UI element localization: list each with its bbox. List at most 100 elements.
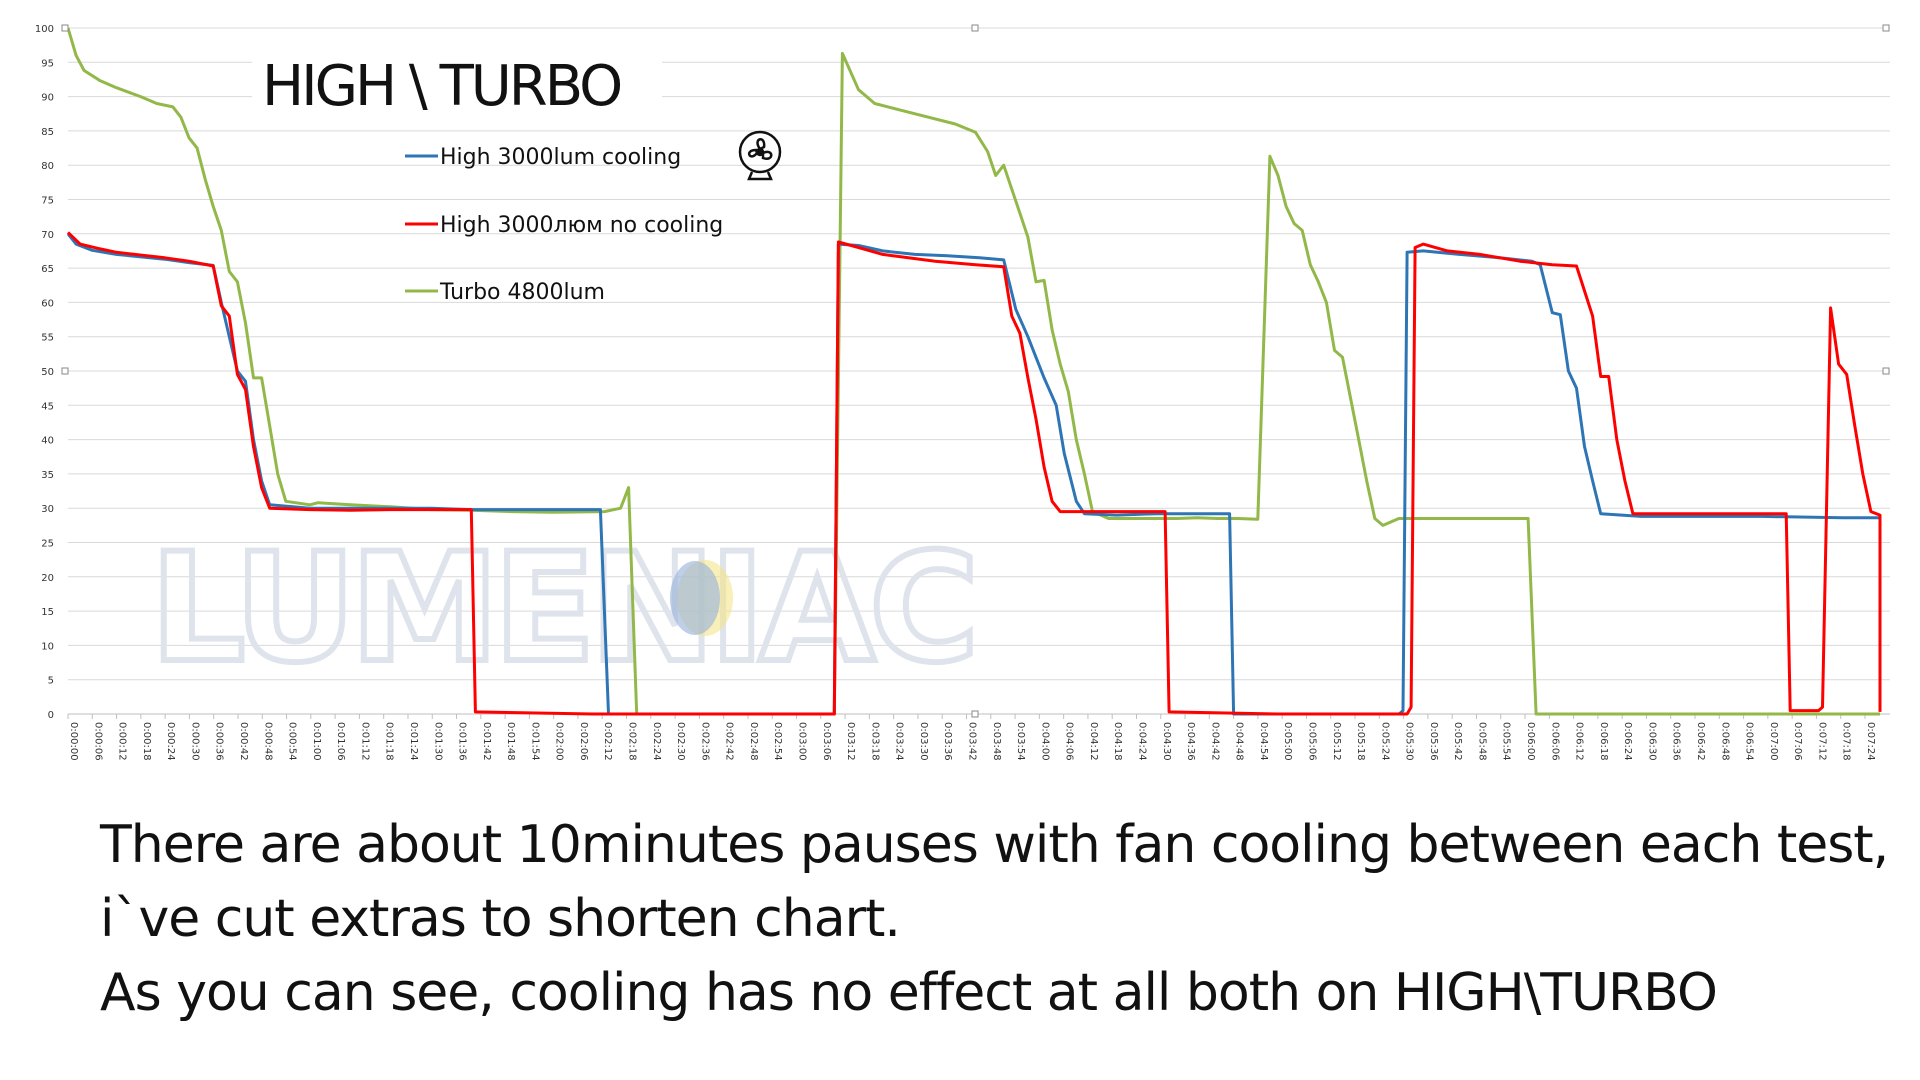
x-tick-label: 0:05:48 xyxy=(1476,722,1487,761)
x-tick-label: 0:02:42 xyxy=(724,722,735,761)
series-line-2 xyxy=(66,27,1880,716)
y-tick-label: 25 xyxy=(41,539,54,550)
fan-icon xyxy=(738,130,782,181)
x-tick-label: 0:07:06 xyxy=(1792,722,1803,761)
selection-handles xyxy=(61,24,1890,718)
x-tick-label: 0:04:18 xyxy=(1112,722,1123,761)
chart-title: HIGH \ TURBO xyxy=(262,54,620,119)
x-tick-label: 0:04:30 xyxy=(1161,722,1172,761)
x-tick-label: 0:06:06 xyxy=(1549,722,1560,761)
x-tick-label: 0:06:42 xyxy=(1695,722,1706,761)
x-tick-label: 0:06:18 xyxy=(1598,722,1609,761)
legend-item-high-cooling: High 3000lum cooling xyxy=(405,145,681,170)
series-lines xyxy=(66,27,1882,716)
x-tick-label: 0:05:06 xyxy=(1306,722,1317,761)
x-tick-label: 0:04:00 xyxy=(1039,722,1050,761)
x-tick-label: 0:04:48 xyxy=(1234,722,1245,761)
y-tick-label: 45 xyxy=(41,401,54,412)
legend-label: High 3000lum cooling xyxy=(440,145,681,170)
x-tick-label: 0:03:36 xyxy=(942,722,953,761)
x-tick-label: 0:00:48 xyxy=(262,722,273,761)
x-tick-label: 0:03:00 xyxy=(797,722,808,761)
x-tick-label: 0:00:00 xyxy=(68,722,79,761)
x-tick-label: 0:06:54 xyxy=(1744,722,1755,761)
y-tick-label: 55 xyxy=(41,333,54,344)
x-tick-label: 0:05:12 xyxy=(1331,722,1342,761)
caption-line: As you can see, cooling has no effect at… xyxy=(100,963,1718,1023)
x-tick-label: 0:07:00 xyxy=(1768,722,1779,761)
x-tick-label: 0:03:18 xyxy=(869,722,880,761)
title-background xyxy=(252,30,662,125)
x-tick-label: 0:07:18 xyxy=(1841,722,1852,761)
y-tick-label: 15 xyxy=(41,607,54,618)
y-tick-label: 65 xyxy=(41,264,54,275)
x-tick-label: 0:00:36 xyxy=(214,722,225,761)
y-tick-label: 30 xyxy=(41,504,54,515)
x-tick-label: 0:07:12 xyxy=(1816,722,1827,761)
x-tick-label: 0:05:00 xyxy=(1282,722,1293,761)
x-tick-label: 0:02:48 xyxy=(748,722,759,761)
x-tick-label: 0:03:54 xyxy=(1015,722,1026,761)
x-tick-label: 0:05:30 xyxy=(1404,722,1415,761)
x-tick-label: 0:04:24 xyxy=(1136,722,1147,761)
x-tick-label: 0:01:06 xyxy=(335,722,346,761)
x-tick-label: 0:01:18 xyxy=(384,722,395,761)
y-tick-label: 90 xyxy=(41,93,54,104)
x-tick-label: 0:02:24 xyxy=(651,722,662,761)
x-tick-label: 0:02:00 xyxy=(554,722,565,761)
caption-line: i`ve cut extras to shorten chart. xyxy=(100,889,901,949)
x-tick-label: 0:00:06 xyxy=(92,722,103,761)
x-tick-label: 0:05:24 xyxy=(1379,722,1390,761)
x-tick-label: 0:02:06 xyxy=(578,722,589,761)
x-tick-label: 0:00:54 xyxy=(287,722,298,761)
legend-item-turbo: Turbo 4800lum xyxy=(405,280,605,305)
flashlight-logo-lens xyxy=(670,561,720,635)
caption-line: There are about 10minutes pauses with fa… xyxy=(100,815,1889,875)
y-tick-label: 10 xyxy=(41,641,54,652)
series-line-1 xyxy=(66,231,1882,716)
x-tick-label: 0:00:18 xyxy=(141,722,152,761)
x-tick-label: 0:06:36 xyxy=(1671,722,1682,761)
y-tick-label: 5 xyxy=(48,676,54,687)
y-tick-label: 40 xyxy=(41,436,54,447)
y-tick-label: 95 xyxy=(41,58,54,69)
x-tick-label: 0:04:54 xyxy=(1258,722,1269,761)
legend-label: Turbo 4800lum xyxy=(439,280,605,305)
x-tick-label: 0:03:24 xyxy=(894,722,905,761)
x-tick-label: 0:01:00 xyxy=(311,722,322,761)
x-tick-label: 0:01:48 xyxy=(505,722,516,761)
caption: There are about 10minutes pauses with fa… xyxy=(100,808,1900,1030)
x-tick-label: 0:04:36 xyxy=(1185,722,1196,761)
gridlines xyxy=(68,27,1890,715)
x-tick-label: 0:03:30 xyxy=(918,722,929,761)
x-tick-label: 0:00:24 xyxy=(165,722,176,761)
x-tick-label: 0:04:42 xyxy=(1209,722,1220,761)
x-tick-label: 0:03:06 xyxy=(821,722,832,761)
x-tick-label: 0:06:00 xyxy=(1525,722,1536,761)
legend-item-high-no-cooling: High 3000люм no cooling xyxy=(405,213,723,238)
line-chart: 0 5 10 15 20 25 30 35 40 45 50 55 60 65 70 75 80 85 90 95 10… xyxy=(35,24,1890,761)
x-tick-label: 0:00:12 xyxy=(117,722,128,761)
x-tick-label: 0:07:24 xyxy=(1865,722,1876,761)
x-tick-label: 0:01:54 xyxy=(529,722,540,761)
x-tick-label: 0:06:24 xyxy=(1622,722,1633,761)
x-tick-label: 0:00:30 xyxy=(189,722,200,761)
x-tick-label: 0:06:30 xyxy=(1646,722,1657,761)
x-tick-label: 0:02:18 xyxy=(627,722,638,761)
x-tick-label: 0:02:54 xyxy=(772,722,783,761)
y-axis-ticks: 0 5 10 15 20 25 30 35 40 45 50 55 60 65 70 75 80 85 90 95 10… xyxy=(35,24,54,721)
x-tick-label: 0:02:12 xyxy=(602,722,613,761)
x-tick-label: 0:05:54 xyxy=(1501,722,1512,761)
legend-label: High 3000люм no cooling xyxy=(440,213,723,238)
y-tick-label: 60 xyxy=(41,298,54,309)
x-tick-label: 0:05:36 xyxy=(1428,722,1439,761)
x-tick-label: 0:04:12 xyxy=(1088,722,1099,761)
x-tick-label: 0:03:48 xyxy=(991,722,1002,761)
x-tick-label: 0:00:42 xyxy=(238,722,249,761)
x-tick-label: 0:03:12 xyxy=(845,722,856,761)
x-tick-label: 0:05:18 xyxy=(1355,722,1366,761)
x-tick-label: 0:04:06 xyxy=(1064,722,1075,761)
y-tick-label: 0 xyxy=(48,710,54,721)
y-tick-label: 70 xyxy=(41,230,54,241)
y-tick-label: 20 xyxy=(41,573,54,584)
